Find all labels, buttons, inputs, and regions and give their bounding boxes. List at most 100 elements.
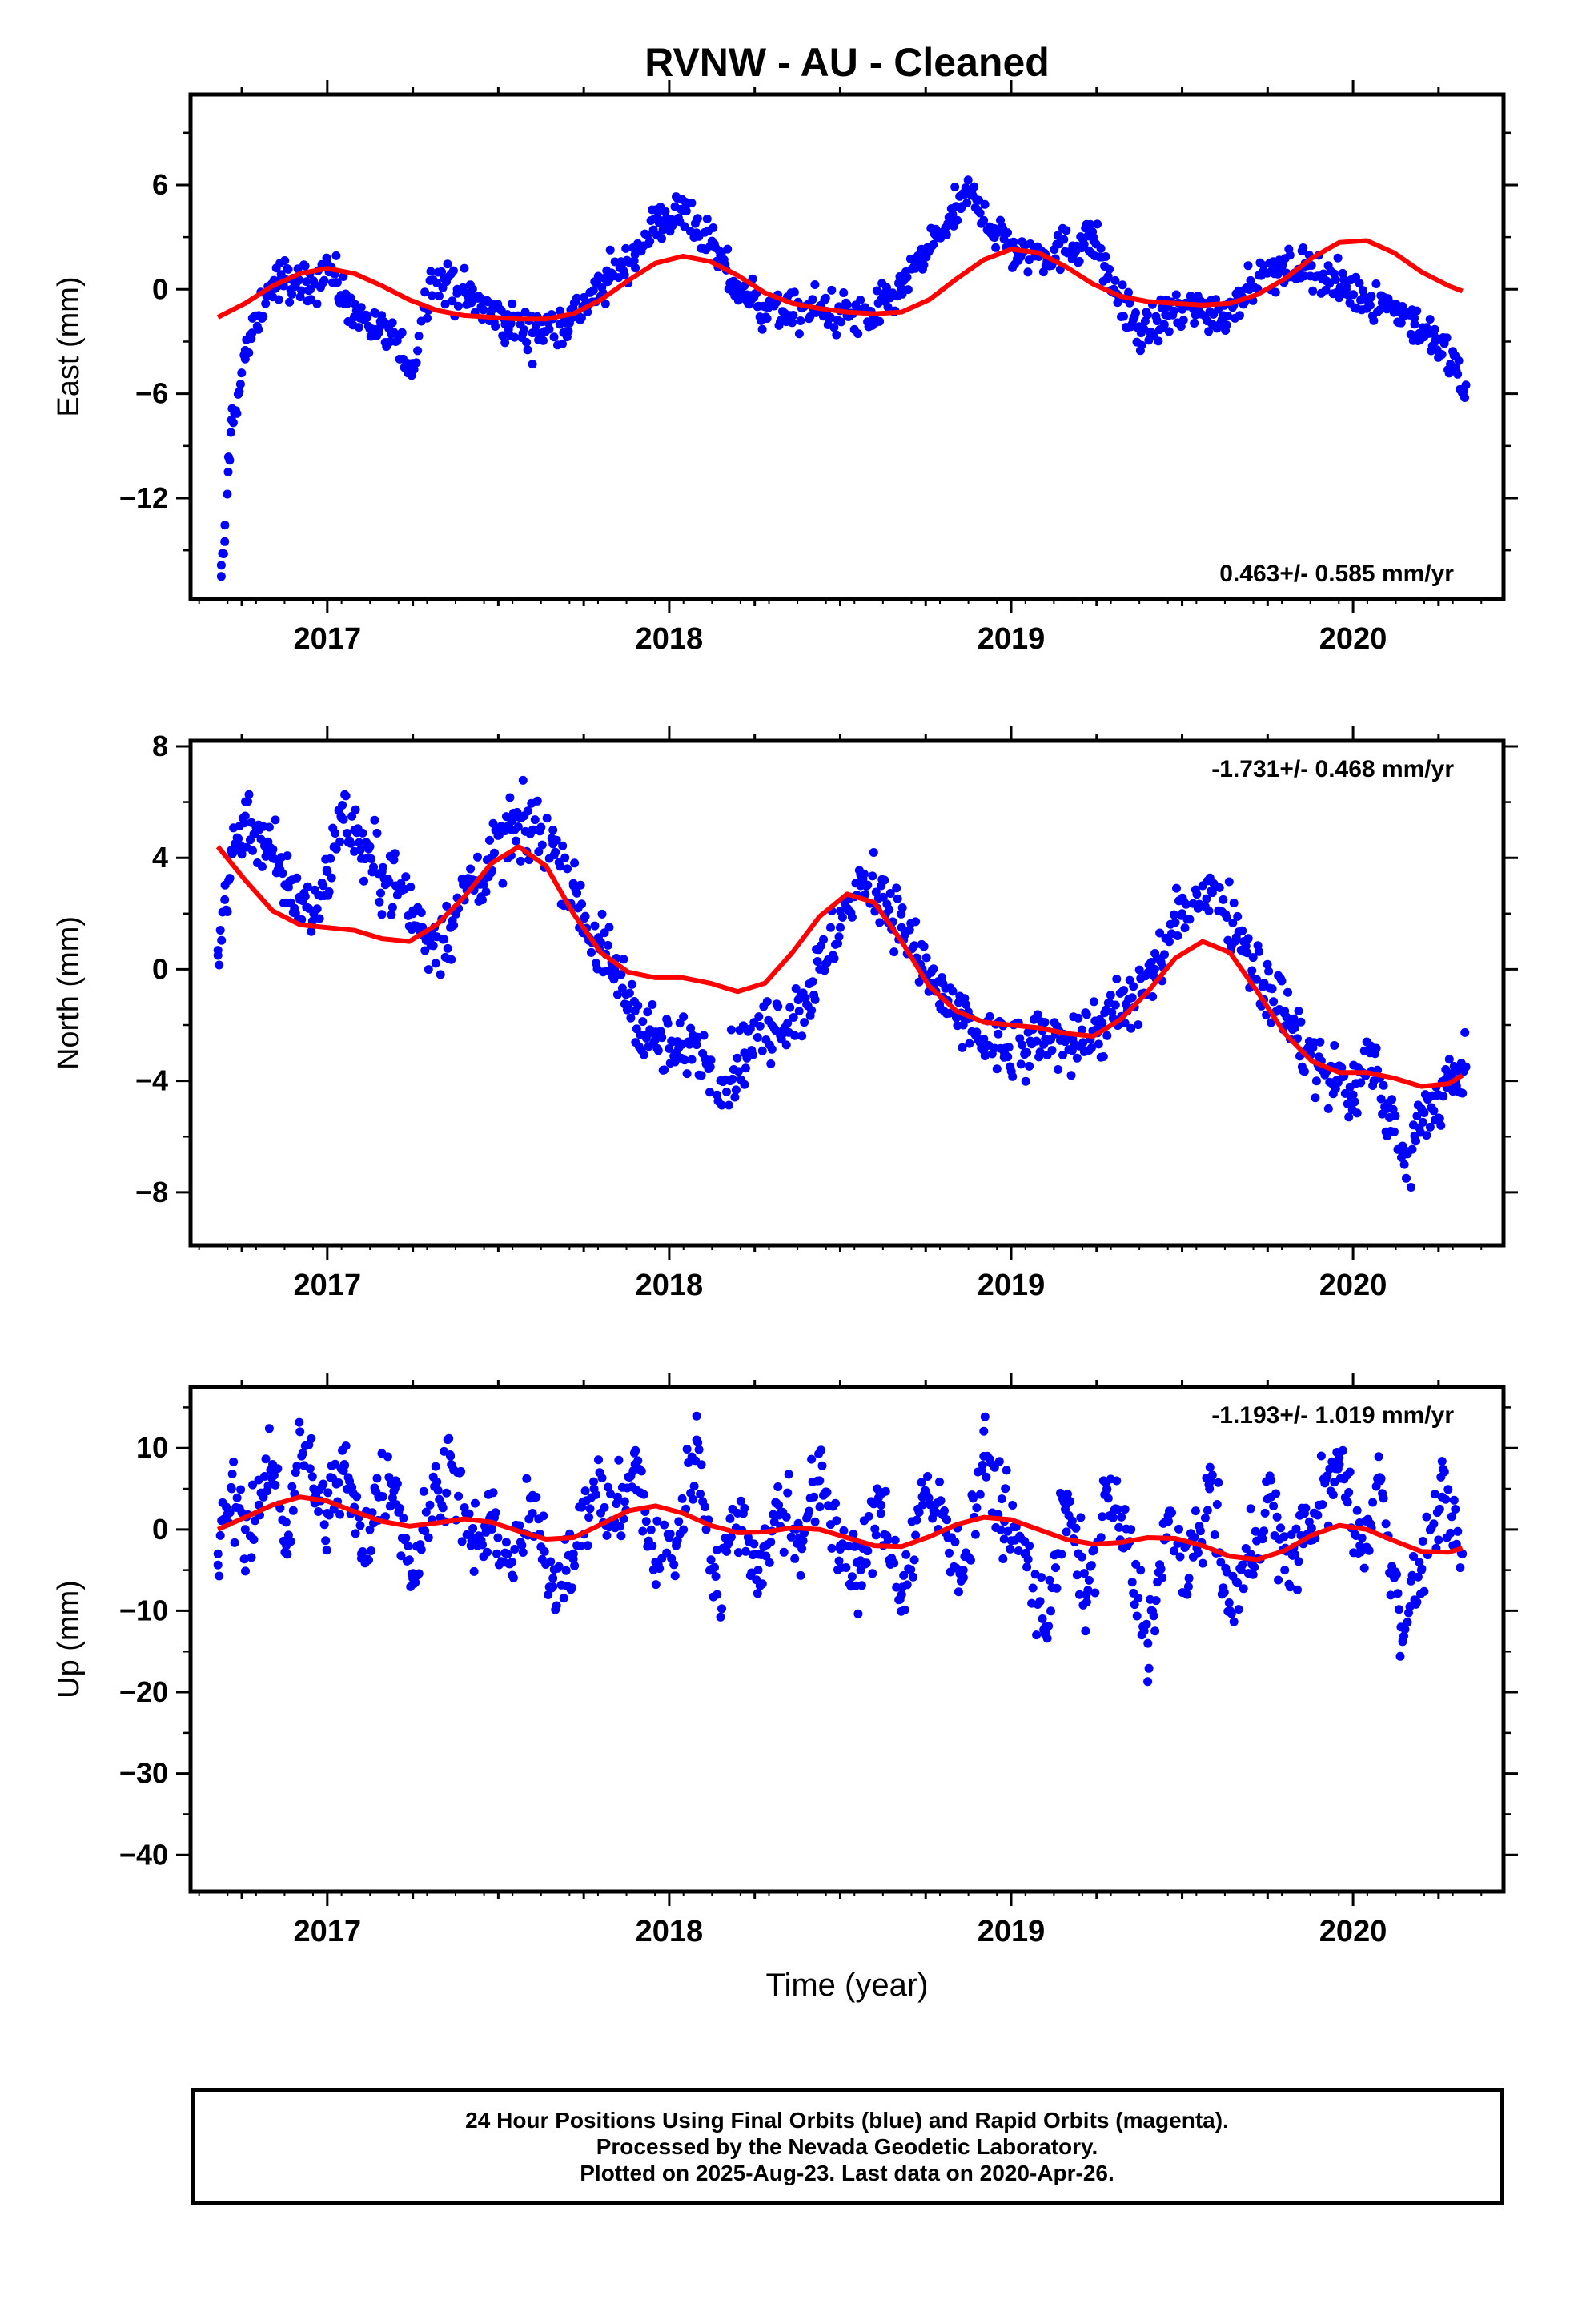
data-point	[1160, 950, 1169, 959]
data-point	[1035, 1597, 1045, 1606]
data-point	[1066, 1071, 1076, 1080]
data-point	[694, 1445, 704, 1454]
data-point	[1074, 256, 1084, 266]
data-point	[225, 874, 235, 883]
data-point	[1285, 251, 1295, 260]
data-point	[491, 1508, 500, 1518]
data-point	[1059, 235, 1069, 244]
data-point	[950, 1538, 960, 1546]
data-point	[334, 1478, 343, 1487]
data-point	[1247, 966, 1257, 975]
data-point	[247, 1553, 256, 1562]
data-point	[258, 862, 267, 871]
data-point	[546, 1557, 556, 1566]
panel-1: −12 −6 0 6 2017 2018 2019 2020 East (mm) 0.463+/-…	[52, 80, 1518, 656]
data-point	[645, 236, 655, 246]
data-point	[651, 1580, 661, 1590]
data-point	[1204, 327, 1214, 336]
data-point	[1413, 1100, 1423, 1110]
data-point	[1102, 1031, 1112, 1040]
data-point	[1195, 1526, 1205, 1536]
data-point	[762, 314, 772, 324]
data-point	[515, 1521, 524, 1530]
data-point	[420, 287, 430, 297]
data-point	[369, 862, 378, 872]
data-point	[220, 895, 230, 904]
data-point	[1009, 237, 1018, 247]
data-point	[766, 1538, 776, 1546]
data-point	[256, 834, 266, 844]
data-point	[1190, 319, 1199, 328]
data-point	[665, 1044, 674, 1053]
data-point	[1267, 1018, 1276, 1027]
data-point	[1134, 1020, 1143, 1030]
data-point	[1379, 1494, 1388, 1503]
data-point	[510, 1545, 520, 1554]
data-point	[215, 1530, 225, 1540]
data-point	[822, 1487, 832, 1497]
data-point	[924, 1494, 934, 1503]
data-point	[942, 1515, 951, 1525]
data-point	[897, 923, 906, 932]
data-point	[1045, 1575, 1054, 1585]
data-point	[1316, 1451, 1326, 1461]
data-point	[237, 368, 247, 378]
data-point	[432, 278, 441, 287]
data-point	[516, 856, 525, 866]
data-point	[232, 1493, 242, 1502]
data-point	[842, 300, 852, 309]
data-point	[281, 1518, 291, 1527]
data-point	[1033, 1010, 1042, 1019]
data-point	[1022, 1047, 1032, 1057]
data-point	[1273, 269, 1283, 279]
panel-2: −8 −4 0 4 8 2017 2018 2019 2020 North (mm) -1.731+…	[52, 726, 1518, 1302]
data-point	[970, 1530, 980, 1539]
data-point	[399, 1514, 408, 1523]
data-point	[740, 1503, 749, 1513]
y-tick-label: 4	[152, 841, 168, 874]
data-point	[335, 837, 345, 846]
data-point	[1456, 1563, 1465, 1573]
data-point	[657, 234, 666, 243]
data-point	[724, 1100, 733, 1110]
data-point	[223, 467, 233, 476]
data-point	[833, 939, 842, 948]
data-point	[1399, 1160, 1409, 1169]
data-point	[692, 1040, 701, 1050]
fit-line	[216, 1494, 1464, 1562]
data-point	[710, 1562, 719, 1572]
data-point	[859, 869, 869, 879]
data-point	[347, 811, 357, 821]
data-point	[1155, 928, 1165, 938]
data-point	[794, 329, 804, 339]
data-point	[1096, 1533, 1106, 1542]
data-point	[1071, 1523, 1081, 1533]
data-point	[1410, 313, 1419, 323]
data-point	[982, 1472, 991, 1482]
data-point	[378, 1492, 387, 1502]
data-point	[457, 1537, 467, 1546]
data-point	[701, 245, 711, 255]
data-point	[680, 1055, 689, 1065]
data-point	[936, 1496, 946, 1506]
plot-frame	[188, 1385, 1506, 1894]
data-point	[1130, 1600, 1139, 1610]
data-point	[483, 855, 492, 865]
data-point	[1096, 243, 1106, 253]
data-point	[576, 313, 586, 323]
data-point	[1089, 1545, 1098, 1554]
data-point	[1014, 1546, 1023, 1555]
data-point	[420, 1526, 430, 1536]
data-point	[897, 289, 907, 299]
data-point	[600, 299, 610, 308]
data-point	[1224, 1598, 1234, 1607]
data-point	[365, 1525, 375, 1534]
data-point	[556, 306, 564, 316]
data-point	[627, 979, 636, 989]
data-point	[616, 970, 626, 979]
data-point	[807, 1454, 817, 1464]
data-point	[682, 1069, 692, 1079]
data-point	[639, 1490, 648, 1499]
data-point	[1446, 1528, 1456, 1538]
data-point	[1212, 1500, 1222, 1509]
